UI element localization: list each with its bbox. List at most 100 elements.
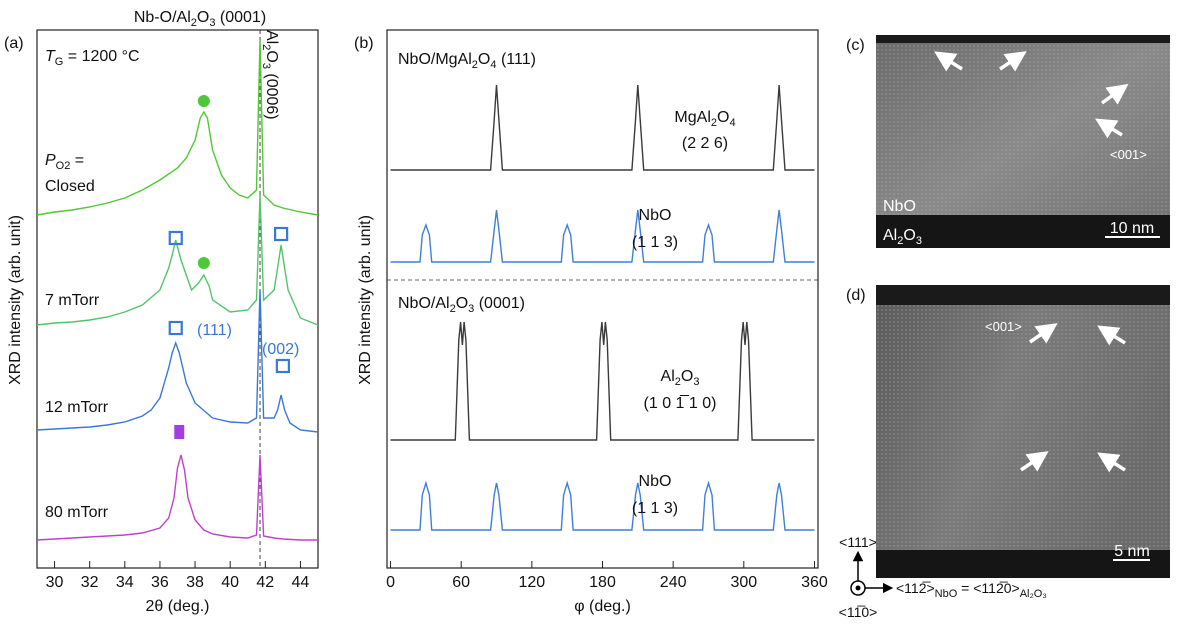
series-label: NbO: [639, 473, 672, 490]
xrd-trace: [390, 84, 815, 171]
plot-frame: [386, 29, 819, 569]
xrd-trace: [36, 194, 319, 326]
direction-label: <001>: [985, 319, 1022, 334]
section-title-part: 4: [490, 59, 496, 71]
layer-label-part: O: [903, 227, 915, 244]
reference-label-part: 2: [260, 44, 272, 50]
layer-label-part: 2: [897, 235, 903, 247]
section-title-part: NbO/MgAl: [398, 51, 472, 68]
orientation-label: <112̅>NbO = <112̅0>Al₂O₃: [896, 580, 1047, 600]
layer-label-part: 3: [916, 235, 922, 247]
orientation-label-part: Al₂O₃: [1020, 588, 1047, 600]
layer-label: Al2O3: [883, 227, 922, 247]
y-axis-label: XRD intensity (arb. unit): [7, 215, 24, 385]
chart-title: Nb-O/Al2O3 (0001): [134, 9, 266, 29]
series-label: 7 mTorr: [45, 292, 100, 309]
chart-title-part: 2: [191, 17, 197, 29]
phase-marker: [197, 257, 210, 269]
pressure-label-part: =: [70, 152, 84, 169]
reference-label-part: O: [263, 50, 280, 62]
x-tick-label: 42: [256, 574, 274, 591]
peak-label: (111): [197, 322, 232, 339]
x-axis-label: φ (deg.): [574, 598, 631, 615]
orientation-label-part: NbO: [935, 588, 958, 600]
pressure-label-part: O2: [56, 160, 71, 172]
series-label: NbO: [639, 207, 672, 224]
x-tick-label: 40: [221, 574, 239, 591]
series-label: Al2O3: [661, 368, 700, 388]
chart-title-part: Nb-O/Al: [134, 9, 191, 26]
section-title-part: 2: [450, 303, 456, 315]
phase-marker: [197, 95, 210, 107]
series-label: MgAl2O4: [674, 109, 735, 129]
series-label-part: O: [717, 109, 729, 126]
xrd-trace: [390, 209, 815, 263]
x-tick-label: 34: [116, 574, 134, 591]
xrd-trace: [390, 480, 815, 531]
orientation-label: <111>: [839, 534, 877, 550]
surface-band: [876, 35, 1170, 43]
reflection-label: (1 1 3): [632, 234, 678, 251]
pressure-label: PO2 =: [45, 152, 84, 172]
substrate-band: [876, 550, 1170, 578]
section-title-part: (0001): [474, 295, 525, 312]
reference-label-part: (0006): [263, 69, 280, 120]
x-tick-label: 120: [518, 574, 545, 591]
layer-label-part: Al: [883, 227, 897, 244]
xrd-trace: [36, 454, 318, 541]
direction-label: <001>: [1110, 147, 1147, 162]
layer-label: NbO: [883, 198, 916, 215]
chart-title-part: 3: [209, 17, 215, 29]
arrows: [1020, 323, 1126, 473]
chart-title-part: (0001): [215, 9, 266, 26]
growth-temperature: TG = 1200 °C: [45, 48, 140, 68]
phase-marker: [275, 358, 290, 374]
section-title-part: 3: [468, 303, 474, 315]
phase-marker: [174, 425, 185, 439]
scale-bar-label: 10 nm: [1110, 220, 1154, 237]
section-title: NbO/Al2O3 (0001): [398, 295, 525, 315]
series-label-part: Al: [661, 368, 675, 385]
section-title-part: 2: [472, 59, 478, 71]
reflection-label: (1 1 3): [632, 500, 678, 517]
section-title-part: O: [456, 295, 468, 312]
y-axis-label: XRD intensity (arb. unit): [357, 215, 374, 385]
series-label: 12 mTorr: [45, 399, 109, 416]
chart-title-part: O: [197, 9, 209, 26]
reflection-label: (2 2 6): [682, 135, 728, 152]
xrd-trace: [36, 39, 319, 216]
series-label-part: O: [681, 368, 693, 385]
growth-temperature-part: G: [55, 56, 64, 68]
xrd-trace: [390, 321, 815, 441]
panel-label: (b): [354, 35, 374, 52]
panel-label: (c): [846, 37, 865, 54]
series-label-part: MgAl: [674, 109, 710, 126]
arrows: [934, 51, 1129, 139]
series-label-part: 2: [675, 376, 681, 388]
x-tick-label: 38: [186, 574, 204, 591]
reference-label-part: 3: [260, 63, 272, 69]
phase-marker: [168, 230, 183, 246]
orientation-label: <11̅0>: [839, 604, 878, 620]
series-label: 80 mTorr: [45, 504, 109, 521]
panel-c: [876, 35, 1170, 248]
substrate-band: [876, 215, 1170, 248]
lattice-texture: [876, 285, 1170, 578]
section-title-part: O: [478, 51, 490, 68]
reflection-label: (1 0 1̅ 1 0): [644, 394, 717, 412]
series-label-part: 2: [711, 117, 717, 129]
series-label-part: 3: [693, 376, 699, 388]
x-tick-label: 180: [589, 574, 616, 591]
x-tick-label: 240: [660, 574, 687, 591]
x-tick-label: 300: [730, 574, 757, 591]
series-label: Closed: [45, 178, 95, 195]
x-tick-label: 0: [386, 574, 395, 591]
growth-temperature-part: T: [45, 48, 56, 65]
orientation-axes: [850, 550, 894, 596]
section-title-part: NbO/Al: [398, 295, 450, 312]
peak-label: (002): [262, 341, 299, 358]
panel-label: (d): [846, 287, 866, 304]
series-label-part: 4: [729, 117, 735, 129]
orientation-label-part: = <112̅0>: [957, 580, 1019, 596]
